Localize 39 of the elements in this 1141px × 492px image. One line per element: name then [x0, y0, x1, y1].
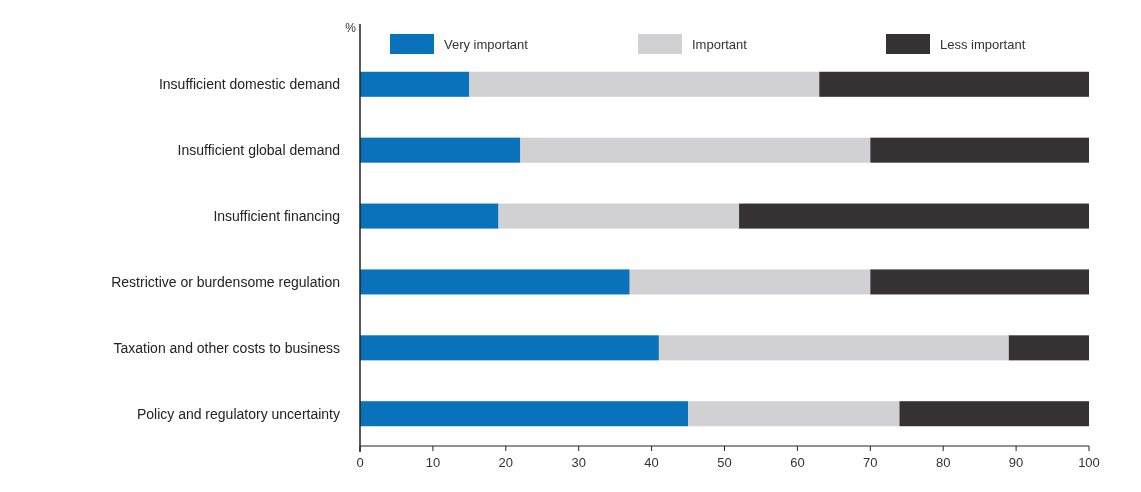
bar [819, 71, 1089, 97]
x-tick-label: 30 [571, 455, 586, 470]
y-tick-label: Policy and regulatory uncertainty [136, 405, 340, 422]
bar [360, 269, 630, 295]
bar [1008, 335, 1089, 361]
bar [360, 71, 470, 97]
bar [360, 203, 499, 229]
x-tick-label: 60 [790, 455, 805, 470]
x-tick-label: 40 [644, 455, 659, 470]
bar [629, 269, 871, 295]
x-tick-label: 80 [935, 455, 951, 470]
y-tick-label: Restrictive or burdensome regulation [111, 273, 340, 290]
x-tick-label: 20 [498, 455, 514, 470]
y-tick-label: Taxation and other costs to business [113, 339, 340, 356]
x-tick-label: 100 [1078, 455, 1100, 470]
y-tick-label: Insufficient domestic demand [158, 76, 340, 93]
x-tick-label: 0 [356, 455, 364, 470]
bar [658, 335, 1009, 361]
bar [520, 137, 871, 163]
x-tick-label: 10 [425, 455, 441, 470]
x-tick-label: 70 [863, 455, 878, 470]
bar [360, 137, 521, 163]
bar [870, 269, 1089, 295]
bar [688, 401, 900, 427]
legend-label: Less important [940, 37, 1026, 52]
x-tick-label: 50 [717, 455, 732, 470]
legend-label: Important [692, 37, 748, 52]
bar [498, 203, 740, 229]
x-axis-title: % [345, 21, 357, 35]
bar [360, 335, 659, 361]
bar [360, 401, 689, 427]
bar [899, 401, 1089, 427]
legend-label: Very important [444, 37, 529, 52]
bar [469, 71, 820, 97]
bar [870, 137, 1089, 163]
y-tick-label: Insufficient financing [213, 208, 340, 225]
y-tick-label: Insufficient global demand [177, 142, 340, 159]
x-tick-label: 90 [1008, 455, 1024, 470]
bar [739, 203, 1089, 229]
